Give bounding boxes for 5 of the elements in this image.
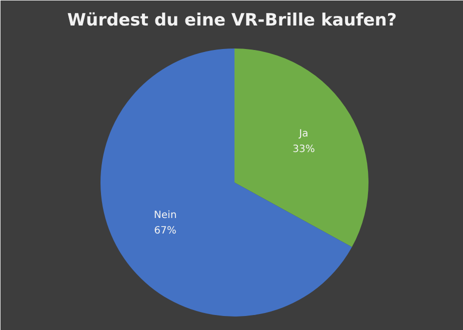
data-label: 67% (154, 226, 176, 237)
slice-label: Nein (154, 210, 177, 222)
slice-label: Ja (298, 128, 308, 140)
data-label: 33% (292, 144, 315, 155)
chart-title: Würdest du eine VR-Brille kaufen? (67, 10, 397, 30)
